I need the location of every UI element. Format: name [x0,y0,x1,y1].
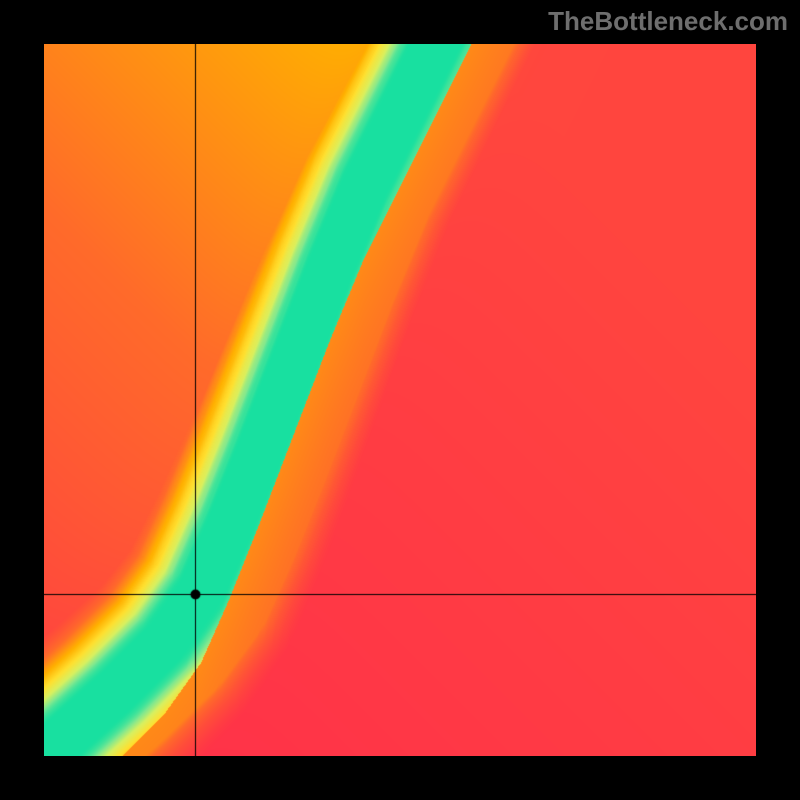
watermark-text: TheBottleneck.com [0,6,788,37]
heatmap-canvas [44,44,756,756]
bottleneck-heatmap [44,44,756,756]
